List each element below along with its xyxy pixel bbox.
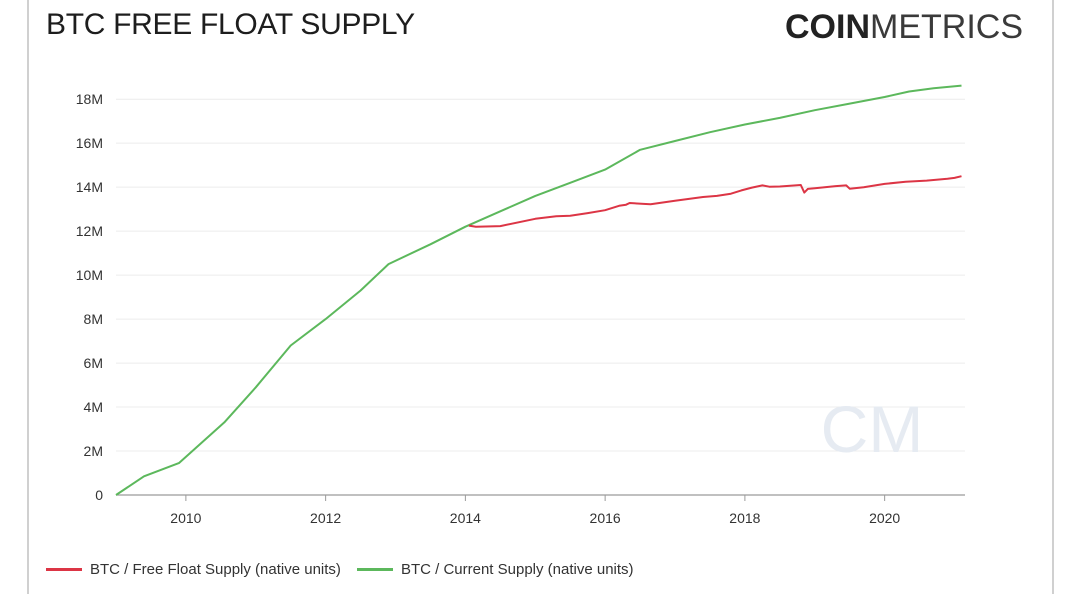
y-tick-label-2: 4M — [84, 399, 103, 415]
legend-swatch-current-supply — [356, 568, 393, 571]
legend-swatch-free-float — [46, 568, 82, 571]
y-tick-label-0: 0 — [95, 487, 103, 503]
x-tick-label-2: 2014 — [450, 510, 481, 526]
free-float-supply-line[interactable] — [468, 175, 962, 228]
axes: 0 2M 4M 6M 8M 10M 12M 14M 16M 18M 2010 2012 2014 2016… — [76, 91, 965, 526]
x-tick-label-1: 2012 — [310, 510, 341, 526]
y-tick-label-1: 2M — [84, 443, 103, 459]
x-tick-label-0: 2010 — [170, 510, 201, 526]
legend: BTC / Free Float Supply (native units) B… — [46, 561, 650, 578]
y-tick-label-5: 10M — [76, 267, 103, 283]
y-tick-label-9: 18M — [76, 91, 103, 107]
legend-label-current-supply: BTC / Current Supply (native units) — [400, 561, 634, 578]
chart-title: BTC FREE FLOAT SUPPLY — [46, 8, 415, 41]
legend-item-free-float[interactable]: BTC / Free Float Supply (native units) — [46, 561, 341, 578]
cm-watermark: CM — [821, 392, 924, 466]
legend-label-free-float: BTC / Free Float Supply (native units) — [90, 561, 341, 578]
current-supply-line[interactable] — [115, 84, 962, 496]
frame-left-border — [27, 0, 29, 594]
series-lines — [115, 84, 962, 496]
y-tick-label-3: 6M — [84, 355, 103, 371]
y-tick-label-8: 16M — [76, 135, 103, 151]
x-tick-label-3: 2016 — [590, 510, 621, 526]
logo-light-text: METRICS — [870, 8, 1023, 46]
y-tick-label-6: 12M — [76, 223, 103, 239]
frame-right-border — [1052, 0, 1054, 594]
logo-bold-text: COIN — [785, 8, 870, 46]
legend-item-current-supply[interactable]: BTC / Current Supply (native units) — [356, 561, 634, 578]
y-tick-label-7: 14M — [76, 179, 103, 195]
x-tick-label-4: 2018 — [729, 510, 760, 526]
coinmetrics-logo: COINMETRICS — [785, 8, 1023, 47]
y-tick-label-4: 8M — [84, 311, 103, 327]
x-tick-label-5: 2020 — [869, 510, 900, 526]
